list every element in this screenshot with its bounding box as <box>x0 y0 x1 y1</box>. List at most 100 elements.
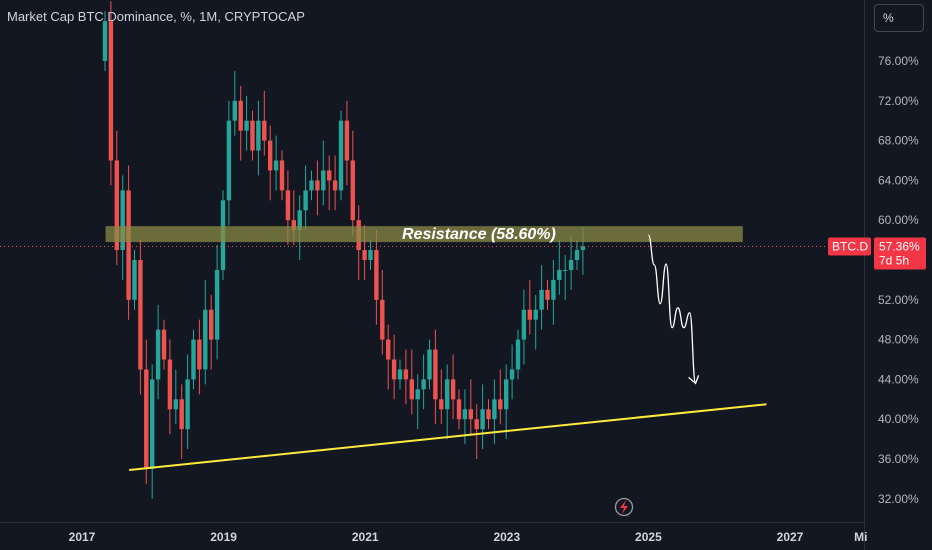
candle-body <box>173 399 178 410</box>
candle-body <box>102 21 108 61</box>
candle-body <box>492 399 497 420</box>
candle-body <box>108 21 114 161</box>
candle-body <box>262 120 267 141</box>
price-axis-separator <box>864 0 865 550</box>
candle-body <box>209 309 214 340</box>
candle-body <box>332 180 338 191</box>
candle-body <box>150 379 155 469</box>
candle-body <box>515 339 521 370</box>
candle-body <box>539 289 544 310</box>
candle-body <box>214 269 220 340</box>
candle-body <box>374 250 379 300</box>
candle-body <box>415 389 420 400</box>
candle-body <box>203 309 208 370</box>
projection-arrowhead <box>688 375 700 385</box>
candles-group <box>102 1 586 499</box>
x-tick-label: 2017 <box>69 530 96 544</box>
candle-body <box>285 190 291 221</box>
candle-body <box>574 250 580 260</box>
candle-body <box>380 299 385 340</box>
candle-body <box>439 399 444 410</box>
x-tick-label: 2025 <box>635 530 662 544</box>
y-tick-label: 76.00% <box>878 54 919 68</box>
candle-body <box>138 260 143 370</box>
candle-body <box>244 120 249 131</box>
candle-body <box>167 359 173 410</box>
x-tick-label: 2027 <box>777 530 804 544</box>
candle-body <box>197 339 202 370</box>
candle-body <box>120 190 125 251</box>
chart-title: Market Cap BTC Dominance, %, 1M, CRYPTOC… <box>7 9 305 24</box>
candle-body <box>179 399 184 430</box>
candle-body <box>551 279 556 300</box>
resistance-zone[interactable] <box>105 226 743 243</box>
candle-body <box>344 120 350 161</box>
candle-body <box>403 369 409 380</box>
candle-body <box>297 210 302 231</box>
candle-body <box>362 250 367 260</box>
x-tick-label: Mi <box>854 530 867 544</box>
candle-body <box>498 399 503 410</box>
candle-body <box>191 339 196 380</box>
lightning-icon[interactable] <box>614 497 634 517</box>
candle-body <box>568 260 574 270</box>
candle-body <box>132 260 137 300</box>
time-axis: 2017 2019 2021 2023 2025 2027 Mi <box>69 530 868 544</box>
candle-body <box>468 409 473 420</box>
percent-scale-button[interactable]: % <box>874 4 924 32</box>
resistance-zone-group: Resistance (58.60%) <box>105 226 743 243</box>
projection-path[interactable] <box>647 234 697 385</box>
candle-body <box>250 120 255 151</box>
price-axis: 76.00%72.00%68.00%64.00%60.00%56.00%52.0… <box>878 54 919 506</box>
x-tick-label: 2021 <box>352 530 379 544</box>
candle-body <box>315 180 320 191</box>
candle-body <box>409 379 414 400</box>
y-tick-label: 68.00% <box>878 134 919 148</box>
y-tick-label: 60.00% <box>878 213 919 227</box>
candle-body <box>563 269 568 271</box>
candle-body <box>321 170 326 191</box>
candle-body <box>155 329 161 380</box>
candle-body <box>462 409 468 420</box>
candle-body <box>391 359 397 380</box>
candle-body <box>421 379 426 390</box>
candle-body <box>161 329 167 360</box>
candle-body <box>545 289 550 300</box>
y-tick-label: 40.00% <box>878 412 919 426</box>
value-tag-label: 57.36% <box>879 239 920 253</box>
candle-body <box>427 349 432 380</box>
candle-body <box>238 100 243 131</box>
support-trendline[interactable] <box>129 403 767 471</box>
candle-body <box>114 160 119 251</box>
candle-body <box>309 180 314 191</box>
candle-body <box>533 309 538 320</box>
candle-body <box>521 309 527 340</box>
symbol-tag <box>828 237 871 256</box>
y-tick-label: 48.00% <box>878 333 919 347</box>
candle-body <box>580 246 586 251</box>
resistance-label: Resistance (58.60%) <box>402 226 556 243</box>
candle-body <box>256 120 261 151</box>
candle-body <box>273 160 279 171</box>
candle-body <box>226 120 232 201</box>
countdown-label: 7d 5h <box>879 253 909 267</box>
x-tick-label: 2019 <box>210 530 237 544</box>
candle-body <box>486 409 491 420</box>
x-tick-label: 2023 <box>493 530 520 544</box>
candle-body <box>557 269 562 280</box>
candle-body <box>504 379 509 410</box>
time-axis-separator <box>0 522 864 523</box>
candle-body <box>232 100 237 121</box>
y-tick-label: 72.00% <box>878 94 919 108</box>
y-tick-label: 52.00% <box>878 293 919 307</box>
candle-body <box>126 190 131 300</box>
candle-body <box>445 379 450 410</box>
candle-body <box>386 339 391 360</box>
candle-body <box>144 369 149 469</box>
candle-body <box>368 250 373 260</box>
candle-body <box>268 140 273 171</box>
candle-body <box>338 120 344 191</box>
value-tag <box>874 237 926 270</box>
candle-body <box>327 170 332 181</box>
